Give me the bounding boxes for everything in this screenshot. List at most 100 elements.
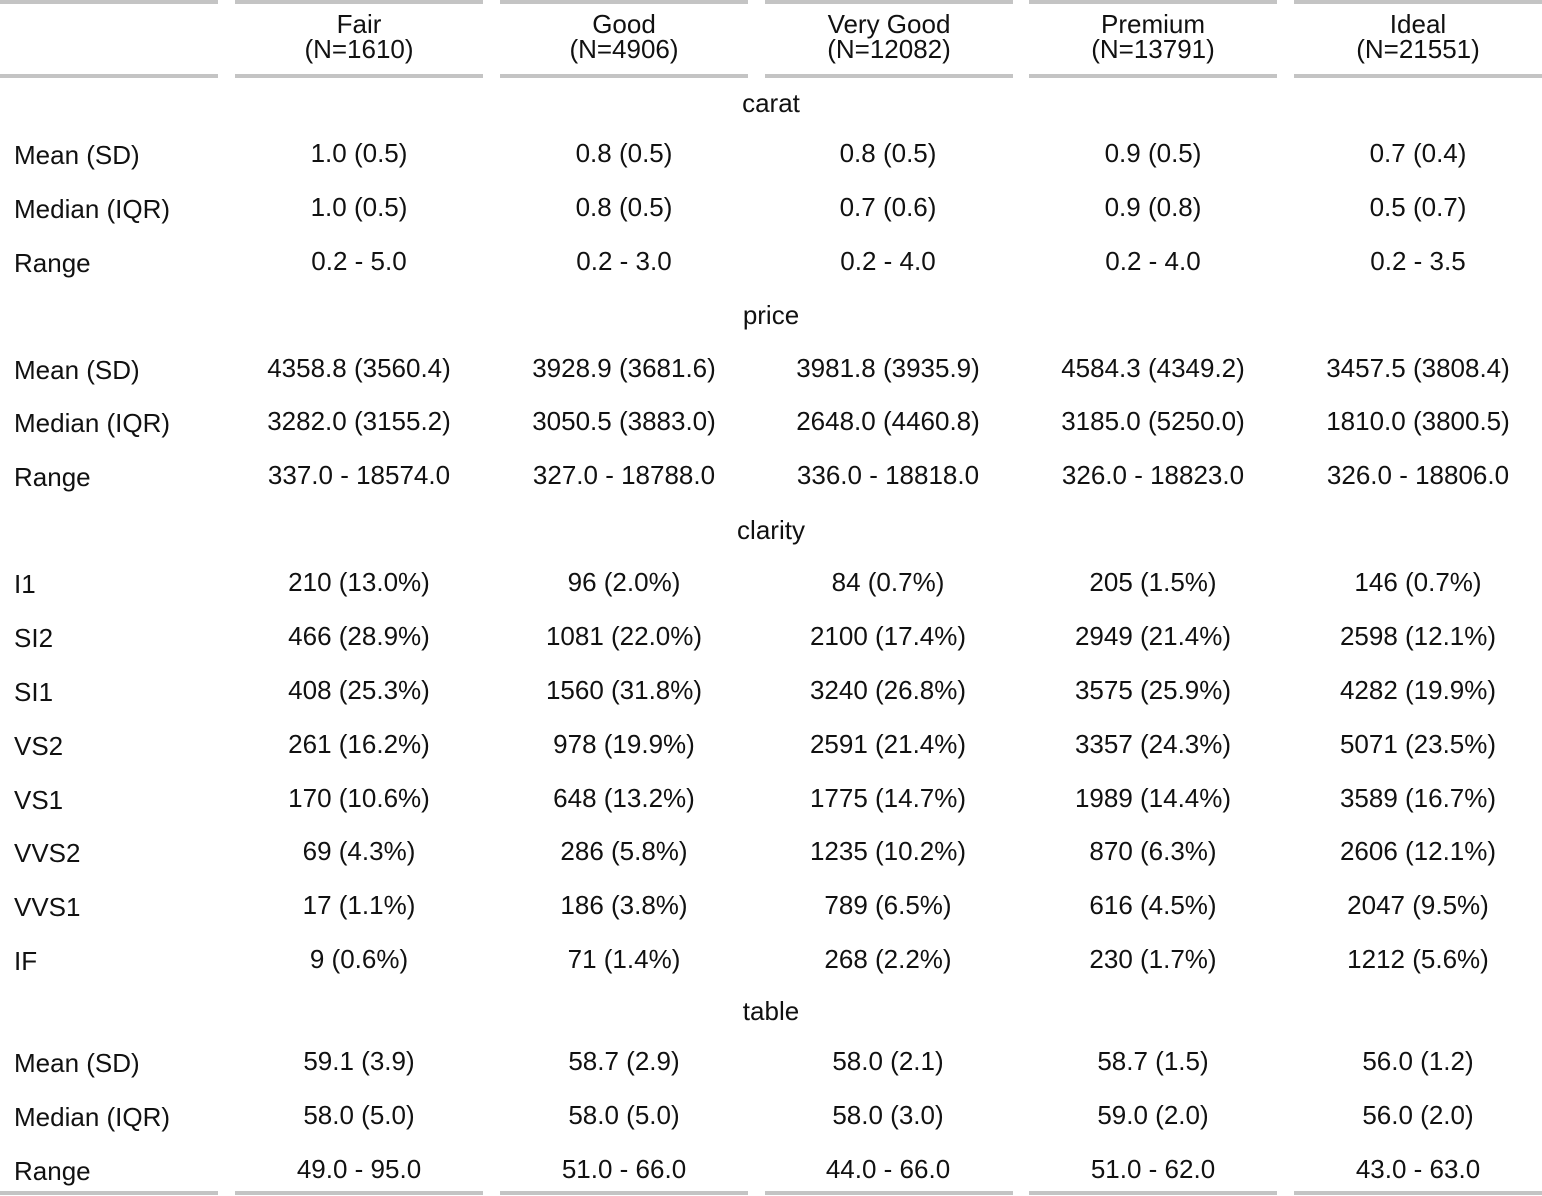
row-label: I1 <box>14 569 36 599</box>
table-cell: 170 (10.6%) <box>288 783 430 813</box>
header-rule-good <box>500 74 748 78</box>
table-cell: 327.0 - 18788.0 <box>532 460 716 490</box>
table-cell: 616 (4.5%) <box>1089 890 1217 920</box>
row-label: Mean (SD) <box>14 140 140 170</box>
table-cell: 286 (5.8%) <box>560 836 688 866</box>
table-cell: 2648.0 (4460.8) <box>796 406 980 436</box>
table-cell: 0.7 (0.4) <box>1369 138 1467 168</box>
table-cell: 261 (16.2%) <box>288 729 430 759</box>
table-cell: 0.7 (0.6) <box>839 192 937 222</box>
column-header-good: Good (N=4906) <box>500 9 748 64</box>
table-cell: 3589 (16.7%) <box>1339 783 1497 813</box>
table-cell: 0.2 - 4.0 <box>1105 246 1201 276</box>
table-cell: 2047 (9.5%) <box>1347 890 1489 920</box>
table-cell: 3981.8 (3935.9) <box>796 353 980 383</box>
table-cell: 2598 (12.1%) <box>1339 621 1497 651</box>
section-title-carat: carat <box>742 88 800 118</box>
table-cell: 96 (2.0%) <box>567 567 681 597</box>
table-cell: 326.0 - 18806.0 <box>1326 460 1510 490</box>
table-cell: 56.0 (2.0) <box>1362 1100 1474 1130</box>
row-label: IF <box>14 946 38 976</box>
table-cell: 0.2 - 5.0 <box>311 246 407 276</box>
table-cell: 5071 (23.5%) <box>1339 729 1497 759</box>
column-count: (N=12082) <box>827 34 951 64</box>
table-cell: 56.0 (1.2) <box>1362 1046 1474 1076</box>
table-cell: 3357 (24.3%) <box>1074 729 1232 759</box>
row-label: Median (IQR) <box>14 194 171 224</box>
row-label: Range <box>14 462 91 492</box>
top-rule-stub <box>0 0 218 4</box>
header-rule-premium <box>1029 74 1277 78</box>
table-cell: 2949 (21.4%) <box>1074 621 1232 651</box>
column-count: (N=4906) <box>569 34 679 64</box>
header-rule-stub <box>0 74 218 78</box>
row-label: Mean (SD) <box>14 355 140 385</box>
table-cell: 3240 (26.8%) <box>809 675 967 705</box>
bottom-rule-ideal <box>1294 1191 1542 1195</box>
header-rule-fair <box>235 74 483 78</box>
header-rule-ideal <box>1294 74 1542 78</box>
table-cell: 3928.9 (3681.6) <box>532 353 716 383</box>
table-cell: 0.8 (0.5) <box>839 138 937 168</box>
table-cell: 0.2 - 4.0 <box>840 246 936 276</box>
bottom-rule-fair <box>235 1191 483 1195</box>
row-label: SI1 <box>14 677 54 707</box>
column-name: Very Good <box>827 9 951 39</box>
table-cell: 337.0 - 18574.0 <box>267 460 451 490</box>
row-label: Mean (SD) <box>14 1048 140 1078</box>
table-cell: 59.0 (2.0) <box>1097 1100 1209 1130</box>
top-rule-fair <box>235 0 483 4</box>
row-label: VVS2 <box>14 838 81 868</box>
column-count: (N=13791) <box>1091 34 1215 64</box>
table-cell: 0.8 (0.5) <box>575 192 673 222</box>
column-header-fair: Fair (N=1610) <box>235 11 483 62</box>
row-label: Median (IQR) <box>14 408 171 438</box>
column-header-premium: Premium (N=13791) <box>1029 9 1277 64</box>
table-cell: 1560 (31.8%) <box>545 675 703 705</box>
table-cell: 0.2 - 3.5 <box>1370 246 1466 276</box>
table-cell: 58.0 (5.0) <box>303 1100 415 1130</box>
table-cell: 326.0 - 18823.0 <box>1061 460 1245 490</box>
column-name: Premium <box>1100 9 1205 39</box>
table-cell: 51.0 - 66.0 <box>561 1154 687 1184</box>
top-rule-good <box>500 0 748 4</box>
table-cell: 336.0 - 18818.0 <box>796 460 980 490</box>
table-cell: 3185.0 (5250.0) <box>1061 406 1245 436</box>
column-name: Ideal <box>1389 9 1447 39</box>
table-cell: 3457.5 (3808.4) <box>1326 353 1510 383</box>
section-title-clarity: clarity <box>737 515 805 545</box>
column-name: Good <box>592 9 656 39</box>
bottom-rule-stub <box>0 1191 218 1195</box>
table-cell: 0.2 - 3.0 <box>576 246 672 276</box>
table-cell: 2100 (17.4%) <box>809 621 967 651</box>
column-count: (N=21551) <box>1356 34 1480 64</box>
top-rule-ideal <box>1294 0 1542 4</box>
table-cell: 268 (2.2%) <box>824 944 952 974</box>
table-cell: 3050.5 (3883.0) <box>532 406 716 436</box>
table-cell: 43.0 - 63.0 <box>1355 1154 1481 1184</box>
table-cell: 58.0 (5.0) <box>568 1100 680 1130</box>
table-cell: 210 (13.0%) <box>288 567 430 597</box>
table-cell: 2591 (21.4%) <box>809 729 967 759</box>
top-rule-very-good <box>765 0 1013 4</box>
table-cell: 49.0 - 95.0 <box>296 1154 422 1184</box>
table-cell: 1810.0 (3800.5) <box>1326 406 1510 436</box>
row-label: Range <box>14 248 91 278</box>
table-cell: 205 (1.5%) <box>1089 567 1217 597</box>
table-cell: 146 (0.7%) <box>1354 567 1482 597</box>
table-cell: 17 (1.1%) <box>302 890 416 920</box>
row-label: VS1 <box>14 785 64 815</box>
table-cell: 4358.8 (3560.4) <box>267 353 451 383</box>
section-title-price: price <box>742 300 800 330</box>
table-cell: 0.8 (0.5) <box>575 138 673 168</box>
table-cell: 44.0 - 66.0 <box>825 1154 951 1184</box>
table-cell: 4584.3 (4349.2) <box>1061 353 1245 383</box>
table-cell: 69 (4.3%) <box>302 836 416 866</box>
table-cell: 186 (3.8%) <box>560 890 688 920</box>
column-header-ideal: Ideal (N=21551) <box>1294 9 1542 64</box>
table-cell: 648 (13.2%) <box>553 783 695 813</box>
section-title-table: table <box>742 996 800 1026</box>
table-cell: 1212 (5.6%) <box>1347 944 1489 974</box>
row-label: Range <box>14 1156 91 1186</box>
table-cell: 870 (6.3%) <box>1089 836 1217 866</box>
